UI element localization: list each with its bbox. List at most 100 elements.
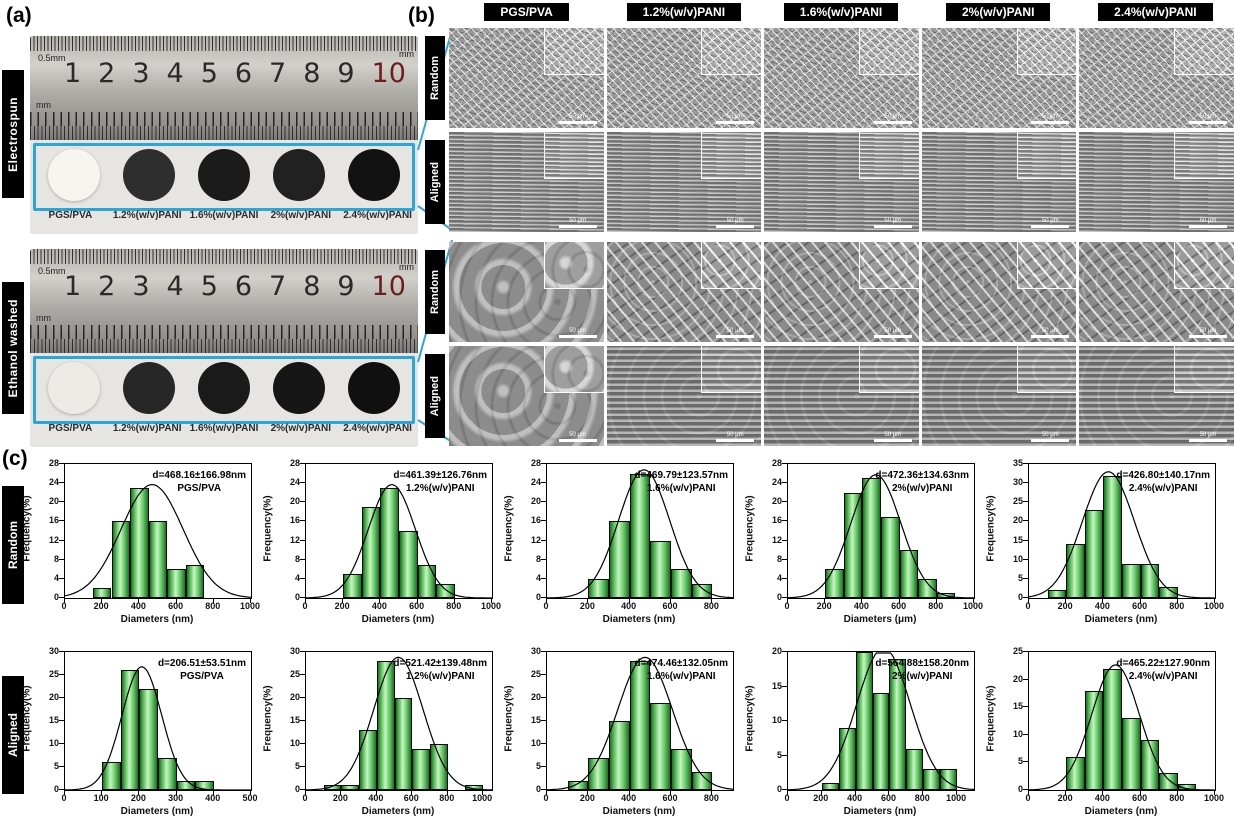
histogram-chart: Frequency(%) d=521.42±139.48nm 1.2%(w/v)PA… (263, 641, 508, 829)
x-axis-label: Diameters (nm) (120, 614, 194, 625)
sem-image-tile: 50 μm (1079, 346, 1234, 446)
x-tick-mark (546, 790, 547, 795)
x-tick-label: 600 (891, 601, 907, 611)
side-label-ethanol-washed-text: Ethanol washed (6, 298, 20, 398)
histogram-bar (465, 785, 484, 790)
sem-image-tile: 50 μm (449, 242, 604, 342)
disc-slot (337, 359, 412, 417)
chart-row-aligned: Aligned Frequency(%) d=206.51±53.51nm PGS/… (0, 641, 1234, 829)
histogram-bar (1122, 718, 1141, 790)
y-tick-mark (59, 501, 64, 503)
x-tick-mark (64, 790, 65, 795)
distribution-curve (547, 656, 733, 790)
scale-bar-text: 50 μm (1041, 328, 1059, 334)
y-tick-mark (1023, 597, 1028, 598)
scale-bar-line (1031, 121, 1070, 124)
ruler-number: 6 (234, 58, 253, 89)
photo-ethanol-washed: 0.5mm mm 1 2 3 4 5 6 7 8 9 10 mm PGS/PVA 1.2%(w/v)… (30, 249, 418, 447)
sem-header-cell: 1.2%(w/v)PANI (605, 3, 762, 21)
sem-inset-box (701, 132, 762, 179)
y-tick-label: 5 (535, 761, 541, 771)
sem-image-tile: 50 μm (921, 346, 1077, 446)
y-tick-mark (59, 697, 64, 698)
sem-inset-box (543, 242, 604, 289)
y-tick-label: 0 (776, 592, 782, 602)
x-tick-mark (175, 790, 177, 795)
plot-area: d=465.22±127.90nm 2.4%(w/v)PANI (1028, 651, 1216, 791)
histogram-chart: Frequency(%) d=426.80±140.17nm 2.4%(w/v)PA… (986, 453, 1231, 637)
column-header: 2%(w/v)PANI (945, 3, 1051, 21)
sem-row-label-text: Aligned (429, 161, 441, 203)
y-tick-mark (782, 482, 787, 484)
x-tick-label: 400 (1094, 601, 1110, 611)
scale-bar-line (716, 121, 755, 124)
y-tick-mark (782, 685, 787, 687)
x-tick-label: 400 (368, 793, 384, 803)
x-tick-label: 1000 (946, 793, 967, 803)
y-tick-mark (1023, 463, 1028, 464)
x-tick-label: 800 (703, 601, 719, 611)
histogram-bar (1047, 590, 1067, 598)
scale-bar-line (558, 335, 597, 338)
sem-image-tile: 50 μm (449, 346, 604, 446)
histogram-bar (176, 780, 196, 790)
scale-bar: 50 μm (1031, 114, 1070, 124)
distribution-curve (1029, 471, 1215, 598)
highlight-box (33, 356, 415, 424)
panel-b: (b) PGS/PVA 1.2%(w/v)PANI 1.6%(w/v)PANI 2%(… (408, 0, 1234, 447)
scale-bar-line (873, 335, 912, 338)
x-tick-mark (935, 598, 937, 603)
x-tick-label: 200 (579, 793, 595, 803)
ruler-numbers: 1 2 3 4 5 6 7 8 9 10 (64, 271, 406, 302)
ruler-mm-left: mm (36, 100, 51, 110)
annotation-line: d=468.16±166.98nm (152, 470, 246, 481)
x-tick-mark (138, 598, 140, 603)
y-tick-label: 20 (48, 496, 59, 507)
sem-inset-box (859, 28, 919, 75)
x-axis-label: Diameters (nm) (361, 614, 435, 625)
sample-label: 2.4%(w/v)PANI (343, 423, 412, 434)
distribution-curve (1029, 664, 1215, 790)
y-tick-mark (59, 463, 64, 464)
y-tick-mark (541, 697, 546, 698)
x-tick-label: 0 (784, 793, 790, 803)
y-tick-mark (59, 766, 64, 767)
y-tick-mark (541, 674, 546, 675)
annotation-line: PGS/PVA (180, 671, 224, 682)
disc-slot (111, 359, 186, 417)
ruler-number: 8 (303, 271, 321, 302)
x-tick-label: 600 (880, 793, 896, 803)
mean-diameter-annotation: d=468.16±166.98nm PGS/PVA (152, 469, 246, 495)
x-tick-label: 800 (1169, 601, 1185, 611)
scale-bar: 50 μm (1031, 328, 1070, 338)
plot-area: d=474.46±132.05nm 1.6%(w/v)PANI (546, 651, 734, 791)
sem-row-label: Aligned (424, 346, 446, 446)
histogram-bar (588, 578, 609, 598)
ruler-number: 6 (234, 271, 253, 302)
scale-bar: 50 μm (1031, 432, 1070, 442)
plot-area: d=472.36±134.63nm 2%(w/v)PANI (787, 463, 975, 599)
y-tick-label: 12 (289, 534, 300, 545)
y-tick-mark (300, 501, 305, 503)
y-tick-label: 4 (53, 572, 59, 583)
scale-bar-line (873, 439, 912, 442)
sem-row-label: Random (424, 242, 446, 342)
x-tick-mark (212, 598, 214, 603)
ruler-number: 4 (166, 58, 184, 89)
x-tick-label: 200 (813, 793, 829, 803)
sem-image-tile: 50 μm (764, 242, 919, 342)
y-tick-mark (541, 651, 546, 652)
y-tick-label: 10 (530, 738, 541, 748)
scale-bar-line (873, 121, 912, 124)
x-tick-label: 1000 (239, 601, 261, 611)
y-tick-mark (541, 789, 546, 790)
sample-label: 2.4%(w/v)PANI (343, 210, 412, 221)
x-tick-label: 200 (816, 601, 832, 611)
sem-header-cell: 2%(w/v)PANI (920, 3, 1077, 21)
sample-disc (122, 362, 175, 414)
y-tick-mark (1023, 558, 1028, 560)
y-tick-mark (1023, 539, 1028, 541)
sample-label: 2%(w/v)PANI (270, 210, 331, 221)
histogram-bar (436, 583, 455, 598)
panel-a-label: (a) (6, 4, 32, 27)
